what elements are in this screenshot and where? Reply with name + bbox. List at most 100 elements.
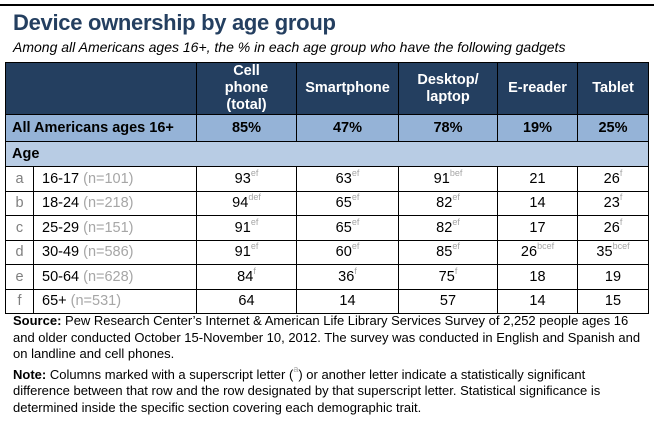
cell-tablet: 26f xyxy=(577,166,649,192)
row-letter: b xyxy=(5,190,34,216)
significance-superscript: ef xyxy=(351,241,360,252)
cell-cell-phone: 84f xyxy=(196,264,297,290)
cell-value: 60 xyxy=(335,244,352,261)
cell-smartphone: 65ef xyxy=(296,215,399,241)
cell-e-reader: 21 xyxy=(497,166,578,192)
cell-e-reader: 14 xyxy=(497,288,578,314)
cell-value: 26 xyxy=(603,170,620,187)
cell-cell-phone: 93ef xyxy=(196,166,297,192)
cell-cell-phone: 94def xyxy=(196,190,297,216)
row-label: 25-29 xyxy=(42,219,80,236)
cell-value: 36 xyxy=(338,268,355,285)
cell-tablet: 35bcef xyxy=(577,239,649,265)
cell-value: 57 xyxy=(439,293,457,310)
row-letter: a xyxy=(5,166,34,192)
cell-value: 15 xyxy=(604,293,622,310)
cell-desktop-laptop: 85ef xyxy=(398,239,498,265)
section-label: Age xyxy=(5,141,649,167)
row-label: 30-49 xyxy=(42,244,80,261)
significance-superscript: f xyxy=(253,265,256,276)
cell-cell-phone: 91ef xyxy=(196,215,297,241)
significance-superscript: ef xyxy=(250,241,259,252)
significance-superscript: f xyxy=(619,192,623,203)
device-ownership-table: Cell phone (total) Smartphone Desktop/ l… xyxy=(5,62,649,314)
row-label-cell: 30-49 (n=586) xyxy=(33,239,197,265)
table-row: a 16-17 (n=101) 93ef 63ef 91bef 21 26f xyxy=(5,166,649,192)
table-row: c 25-29 (n=151) 91ef 65ef 82ef 17 26f xyxy=(5,215,649,241)
row-sample-size: (n=151) xyxy=(83,219,134,236)
page-subtitle: Among all Americans ages 16+, the % in e… xyxy=(13,39,566,55)
table-row: d 30-49 (n=586) 91ef 60ef 85ef 26bcef 35bcef xyxy=(5,239,649,265)
significance-superscript: f xyxy=(619,216,623,227)
cell-tablet: 15 xyxy=(577,288,649,314)
significance-superscript: bef xyxy=(449,167,463,178)
cell-desktop-laptop: 57 xyxy=(398,288,498,314)
cell-e-reader: 17 xyxy=(497,215,578,241)
cell-smartphone: 65ef xyxy=(296,190,399,216)
row-letter: e xyxy=(5,264,34,290)
cell-value: 26 xyxy=(603,219,620,236)
cell-value: 82 xyxy=(436,195,453,212)
row-sample-size: (n=218) xyxy=(83,195,134,212)
table-row: b 18-24 (n=218) 94def 65ef 82ef 14 23f xyxy=(5,190,649,216)
row-label-cell: 16-17 (n=101) xyxy=(33,166,197,192)
significance-superscript: ef xyxy=(351,192,360,203)
cell-value: 14 xyxy=(529,293,546,310)
significance-superscript: ef xyxy=(250,167,259,178)
cell-desktop-laptop: 75f xyxy=(398,264,498,290)
total-e-reader: 19% xyxy=(497,114,578,142)
row-letter: d xyxy=(5,239,34,265)
total-tablet: 25% xyxy=(577,114,649,142)
row-label: 65+ xyxy=(42,293,67,310)
row-label: 50-64 xyxy=(42,268,80,285)
cell-cell-phone: 91ef xyxy=(196,239,297,265)
significance-superscript: f xyxy=(454,265,458,276)
significance-superscript: ef xyxy=(250,216,259,227)
significance-superscript: f xyxy=(619,167,623,178)
cell-value: 85 xyxy=(436,244,453,261)
row-letter: c xyxy=(5,215,34,241)
cell-value: 91 xyxy=(234,219,251,236)
source-text: Pew Research Center’s Internet & America… xyxy=(13,313,641,361)
row-sample-size: (n=531) xyxy=(70,293,122,310)
page-title: Device ownership by age group xyxy=(13,10,336,35)
cell-value: 18 xyxy=(529,268,546,285)
notes: Source: Pew Research Center’s Internet &… xyxy=(13,313,643,420)
significance-note: Note: Columns marked with a superscript … xyxy=(13,363,643,417)
cell-tablet: 26f xyxy=(577,215,649,241)
note-text-1: Columns marked with a superscript letter… xyxy=(46,366,294,382)
significance-superscript: ef xyxy=(452,192,460,203)
cell-value: 84 xyxy=(237,268,254,285)
note-text-2: ) or another letter indicate a statistic… xyxy=(13,366,601,415)
cell-e-reader: 18 xyxy=(497,264,578,290)
cell-value: 82 xyxy=(436,219,453,236)
row-label: 16-17 xyxy=(42,170,80,187)
significance-superscript: bcef xyxy=(537,241,555,252)
cell-value: 19 xyxy=(604,268,622,285)
column-header-cell-phone: Cell phone (total) xyxy=(196,62,297,115)
cell-value: 26 xyxy=(520,244,538,261)
total-smartphone: 47% xyxy=(296,114,399,142)
row-sample-size: (n=586) xyxy=(83,244,134,261)
source-label: Source: xyxy=(13,313,62,328)
cell-smartphone: 36f xyxy=(296,264,399,290)
row-sample-size: (n=628) xyxy=(83,268,134,285)
cell-value: 14 xyxy=(529,195,546,212)
row-label-cell: 25-29 (n=151) xyxy=(33,215,197,241)
table-row: e 50-64 (n=628) 84f 36f 75f 18 19 xyxy=(5,264,649,290)
cell-value: 65 xyxy=(335,219,352,236)
note-superscript: a xyxy=(293,363,299,374)
note-label: Note: xyxy=(13,366,47,382)
cell-value: 21 xyxy=(529,170,546,187)
cell-tablet: 19 xyxy=(577,264,649,290)
row-label-cell: 18-24 (n=218) xyxy=(33,190,197,216)
column-header-e-reader: E-reader xyxy=(497,62,578,115)
total-desktop-laptop: 78% xyxy=(398,114,498,142)
total-row: All Americans ages 16+ 85% 47% 78% 19% 2… xyxy=(5,114,649,142)
total-cell-phone: 85% xyxy=(196,114,297,142)
cell-desktop-laptop: 91bef xyxy=(398,166,498,192)
column-header-desktop-laptop: Desktop/ laptop xyxy=(398,62,498,115)
significance-superscript: ef xyxy=(452,216,460,227)
cell-value: 93 xyxy=(234,170,251,187)
cell-value: 17 xyxy=(529,219,546,236)
